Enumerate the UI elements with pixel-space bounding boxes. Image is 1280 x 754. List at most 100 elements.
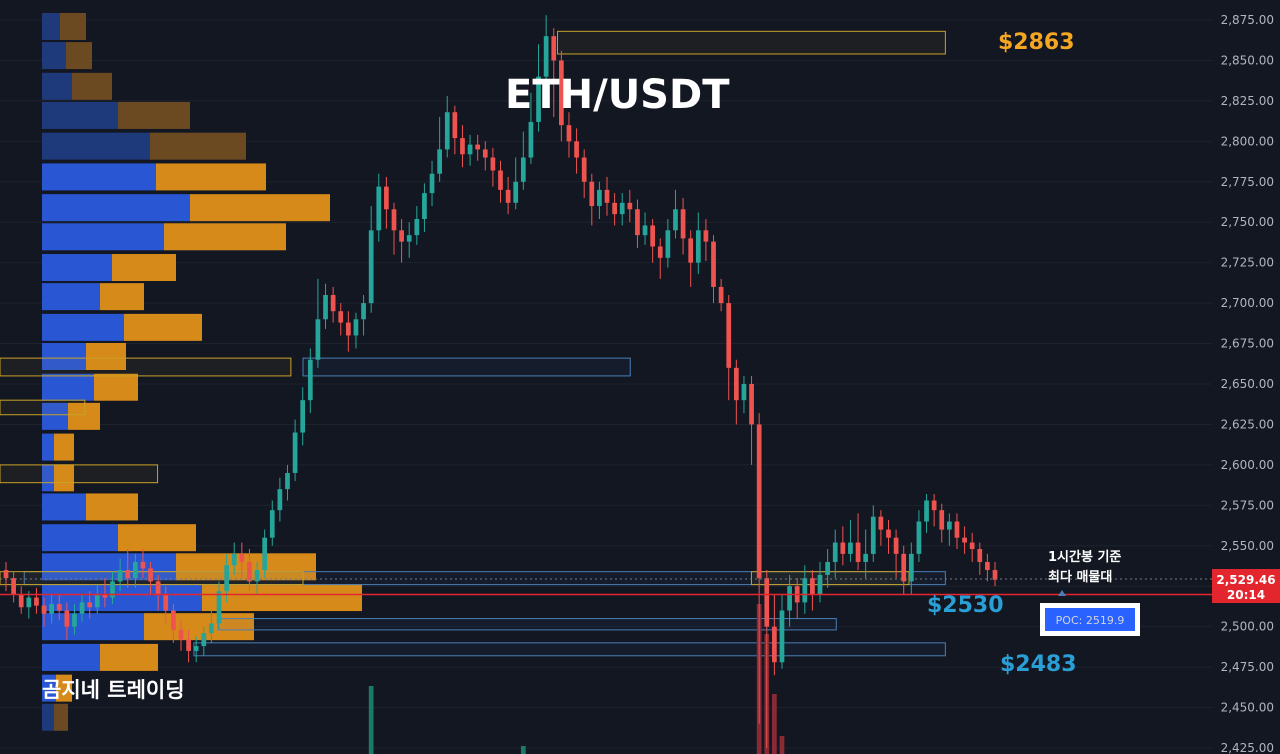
candle-body (224, 565, 229, 592)
candle-body (878, 516, 884, 530)
candle-body (178, 629, 184, 640)
candle-body (764, 578, 770, 627)
y-tick-label: 2,425.00 (1221, 741, 1274, 754)
candle-body (787, 586, 792, 611)
candle-body (330, 295, 336, 312)
candle-body (338, 311, 344, 323)
note-line-1: 1시간봉 기준 (1048, 549, 1121, 565)
candle-body (969, 542, 975, 550)
price-badge-bg (1212, 569, 1280, 604)
profile-sell-bar (54, 464, 74, 492)
profile-buy-bar (42, 373, 94, 401)
candle-body (300, 400, 306, 433)
candle-body (589, 181, 595, 207)
candle-body (467, 144, 473, 155)
profile-buy-bar (42, 553, 176, 581)
candle-body (642, 225, 648, 236)
candle-body (695, 230, 701, 263)
candle-body (627, 202, 633, 210)
candle-body (163, 594, 169, 611)
candle-body (870, 516, 876, 554)
profile-sell-bar (164, 223, 286, 251)
candle-body (992, 570, 998, 580)
candle-body (140, 561, 146, 569)
profile-buy-bar (42, 433, 54, 461)
candle-body (505, 189, 511, 203)
y-tick-label: 2,650.00 (1221, 377, 1274, 391)
candle-body (680, 209, 686, 239)
y-tick-label: 2,475.00 (1221, 660, 1274, 674)
profile-buy-bar (42, 674, 56, 702)
candle-body (277, 489, 283, 511)
profile-buy-bar (42, 12, 60, 40)
profile-buy-bar (42, 402, 68, 430)
candle-body (848, 542, 853, 554)
candle-body (247, 561, 252, 582)
candle-body (49, 604, 55, 614)
blue-zone-box (193, 642, 946, 657)
candle-body (239, 553, 245, 562)
candle-body (886, 529, 891, 538)
candle-body (635, 209, 640, 236)
candle-body (939, 510, 945, 530)
profile-buy-bar (42, 584, 202, 612)
profile-sell-bar (54, 703, 68, 731)
poc-box[interactable]: POC: 2519.9 (1040, 603, 1140, 636)
candle-body (673, 209, 678, 231)
candle-body (924, 500, 929, 522)
candle-body (597, 189, 602, 207)
profile-sell-bar (144, 613, 254, 641)
profile-sell-bar (86, 493, 138, 521)
candle-body (840, 542, 846, 554)
candle-body (460, 138, 465, 155)
profile-sell-bar (156, 163, 266, 191)
candle-body (733, 367, 739, 401)
candlesticks (3, 15, 998, 748)
y-tick-label: 2,550.00 (1221, 539, 1274, 553)
candle-body (825, 561, 830, 575)
profile-buy-bar (42, 223, 164, 251)
candle-body (543, 36, 549, 77)
high-price-label: $2863 (998, 30, 1075, 55)
current-price-badge[interactable]: 2,529.46 20:14 (1212, 569, 1280, 604)
candle-body (718, 286, 724, 304)
candle-body (749, 384, 754, 425)
candle-body (391, 209, 397, 231)
candle-body (817, 574, 823, 595)
price-zones (0, 30, 946, 657)
profile-sell-bar (68, 402, 100, 430)
candle-body (985, 561, 990, 571)
candle-body (657, 246, 663, 258)
profile-buy-bar (42, 613, 144, 641)
y-tick-label: 2,700.00 (1221, 296, 1274, 310)
y-tick-label: 2,600.00 (1221, 458, 1274, 472)
volume-profile (42, 12, 362, 731)
candle-body (520, 157, 526, 182)
y-tick-label: 2,625.00 (1221, 417, 1274, 431)
current-price-value: 2,529.46 (1216, 573, 1275, 587)
candle-body (361, 303, 366, 320)
candle-body (482, 149, 488, 158)
candle-body (650, 225, 656, 247)
profile-sell-bar (100, 283, 144, 311)
candle-body (117, 570, 123, 582)
gold-zone-box (0, 399, 86, 416)
profile-buy-bar (42, 313, 124, 341)
candle-body (414, 218, 420, 236)
profile-buy-bar (42, 283, 100, 311)
candle-body (254, 570, 260, 582)
candle-body (863, 553, 869, 562)
candle-body (711, 241, 716, 287)
candle-body (528, 121, 534, 158)
candle-body (498, 170, 503, 190)
candle-body (908, 553, 914, 582)
candle-body (422, 193, 427, 219)
candle-body (345, 322, 351, 336)
candle-body (901, 553, 907, 582)
blue-zone-box (217, 618, 837, 631)
candle-body (64, 610, 70, 627)
candle-body (125, 570, 131, 579)
candle-body (688, 238, 694, 263)
candle-body (916, 521, 922, 554)
